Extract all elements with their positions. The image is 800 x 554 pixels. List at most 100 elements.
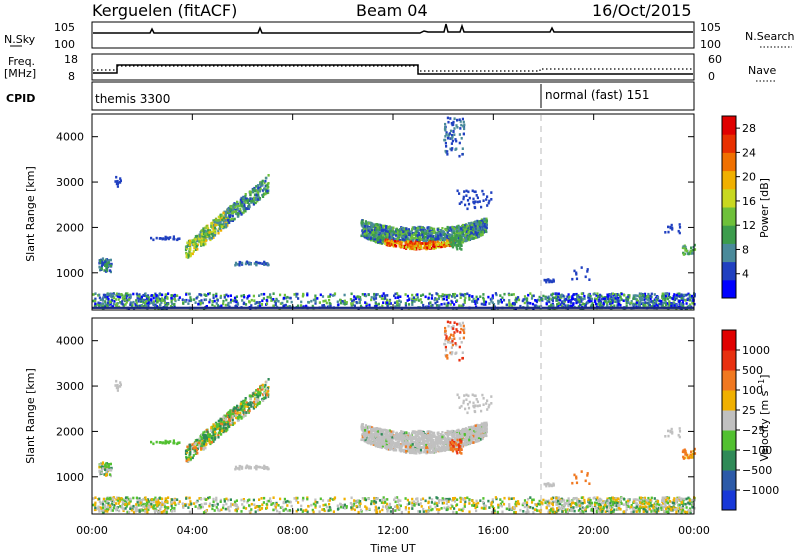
power-cell — [453, 229, 456, 232]
power-cell — [234, 261, 238, 265]
velocity-cell — [553, 500, 557, 504]
power-cell — [210, 232, 213, 236]
power-cell — [389, 237, 392, 241]
power-cell — [580, 296, 583, 299]
power-cell — [513, 301, 516, 305]
velocity-cell — [452, 497, 455, 500]
power-cell — [442, 297, 445, 301]
velocity-cell — [545, 506, 548, 509]
power-cell — [282, 305, 285, 308]
velocity-cell — [471, 499, 474, 502]
power-cell — [424, 244, 427, 248]
power-cell — [422, 303, 425, 307]
velocity-cell — [681, 510, 684, 513]
power-cell — [468, 234, 471, 238]
velocity-cell — [499, 502, 502, 506]
power-cell — [627, 298, 630, 301]
power-cell — [560, 295, 563, 298]
velocity-cell — [580, 500, 583, 503]
power-cell — [560, 301, 564, 305]
power-cell — [368, 231, 372, 234]
velocity-cell — [104, 506, 107, 510]
velocity-cell — [281, 505, 284, 509]
power-cell — [194, 242, 198, 246]
power-cell — [361, 293, 364, 296]
power-cell — [633, 296, 636, 299]
power-cell — [475, 295, 478, 299]
power-cell — [396, 233, 399, 236]
velocity-cell — [671, 509, 674, 512]
velocity-cell — [222, 506, 225, 510]
power-cell — [527, 293, 530, 297]
frequency-line — [93, 64, 693, 75]
power-cell — [605, 301, 608, 305]
power-cell — [411, 297, 414, 301]
power-cell — [370, 226, 373, 229]
power-cell — [595, 294, 598, 297]
power-cell — [247, 199, 250, 202]
power-cell — [421, 293, 425, 297]
power-cell — [94, 299, 97, 303]
power-cell — [474, 225, 477, 228]
power-cell — [193, 298, 196, 301]
power-cell — [198, 240, 201, 243]
nsearch-tick-bottom: 100 — [700, 38, 721, 51]
power-cell — [458, 118, 461, 121]
power-cell — [555, 292, 558, 296]
power-cell — [463, 229, 466, 232]
power-cell — [404, 293, 407, 296]
power-cell — [611, 296, 614, 300]
power-cell — [388, 244, 392, 247]
power-cell — [178, 237, 181, 240]
power-cell — [541, 298, 544, 301]
power-cell — [475, 298, 478, 302]
power-cell — [170, 300, 173, 304]
power-cell — [673, 293, 676, 296]
velocity-cell — [672, 506, 675, 509]
power-cell — [314, 302, 317, 305]
power-cell — [654, 303, 657, 306]
power-cell — [226, 211, 229, 215]
power-cell — [667, 294, 670, 298]
power-cell — [239, 203, 242, 206]
power-cell — [213, 305, 216, 308]
power-cell — [260, 182, 263, 185]
power-cell — [202, 227, 205, 230]
power-cell — [447, 296, 450, 299]
power-cell — [267, 295, 270, 299]
power-cell — [454, 138, 457, 141]
velocity-cell — [242, 498, 245, 501]
power-cell — [459, 120, 462, 123]
power-cell — [261, 193, 264, 197]
power-cell — [682, 251, 685, 255]
power-cell — [630, 300, 633, 303]
power-cell — [478, 225, 481, 229]
power-cell — [571, 277, 574, 281]
power-cell — [201, 301, 204, 305]
power-cell — [155, 236, 158, 240]
power-cell — [416, 234, 420, 238]
power-cell — [611, 300, 614, 304]
power-cell — [666, 293, 669, 296]
velocity-cell — [173, 498, 177, 502]
power-cell — [578, 296, 581, 299]
power-cell — [462, 238, 465, 241]
velocity-cell — [424, 499, 427, 503]
power-cell — [566, 295, 569, 299]
power-cell — [453, 243, 456, 247]
power-cell — [599, 299, 602, 302]
power-cell — [185, 293, 188, 296]
power-cell — [397, 296, 400, 299]
power-cell — [437, 297, 440, 300]
power-cell — [239, 198, 242, 202]
power-cell — [415, 231, 418, 235]
power-cell — [445, 295, 448, 298]
power-cell — [385, 235, 388, 239]
power-cell — [544, 279, 548, 282]
power-cell — [454, 234, 457, 238]
power-cell — [434, 238, 437, 241]
velocity-cell — [386, 508, 389, 512]
power-cell — [564, 298, 567, 302]
velocity-cell — [557, 499, 560, 503]
velocity-cell — [123, 507, 126, 511]
